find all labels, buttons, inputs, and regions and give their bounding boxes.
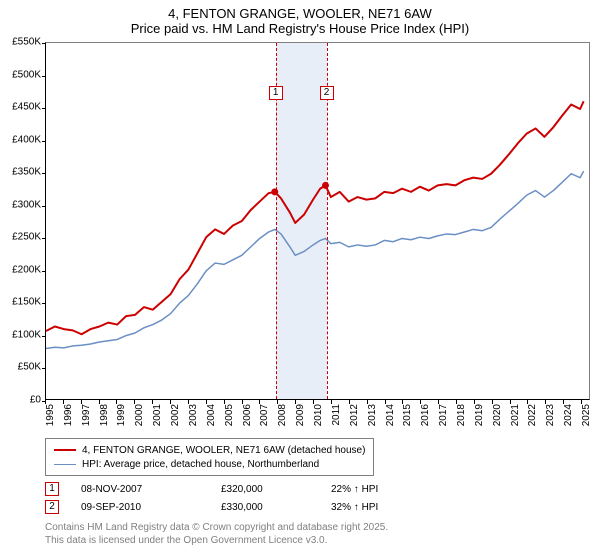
- x-tick-label: 1997: [81, 404, 92, 426]
- legend-label: HPI: Average price, detached house, Nort…: [82, 459, 319, 470]
- x-tick-label: 2013: [367, 404, 378, 426]
- y-tick-label: £0: [30, 395, 41, 406]
- x-tick-label: 2008: [277, 404, 288, 426]
- legend-item: HPI: Average price, detached house, Nort…: [54, 457, 365, 471]
- y-tick-label: £250K: [12, 232, 41, 243]
- footer-line2: This data is licensed under the Open Gov…: [45, 535, 388, 548]
- x-tick-label: 2024: [563, 404, 574, 426]
- sales-price: £330,000: [221, 502, 331, 513]
- x-tick-label: 2003: [188, 404, 199, 426]
- sales-table: 1 08-NOV-2007£320,00022% ↑ HPI 2 09-SEP-201…: [45, 480, 451, 516]
- x-tick-label: 2015: [402, 404, 413, 426]
- x-axis: 1995 1996 1997 1998 1999 2000 2001 2002 2003 2004…: [45, 400, 590, 440]
- chart-series-svg: [46, 43, 589, 399]
- x-tick-label: 2023: [545, 404, 556, 426]
- sale-point-marker: [322, 182, 329, 189]
- chart-title: 4, FENTON GRANGE, WOOLER, NE71 6AW Price…: [0, 0, 600, 36]
- x-tick-label: 2006: [242, 404, 253, 426]
- x-tick-label: 2019: [474, 404, 485, 426]
- y-tick-label: £50K: [18, 362, 41, 373]
- sales-price: £320,000: [221, 484, 331, 495]
- legend-label: 4, FENTON GRANGE, WOOLER, NE71 6AW (deta…: [82, 445, 365, 456]
- x-tick-label: 1998: [99, 404, 110, 426]
- x-tick-label: 2018: [456, 404, 467, 426]
- y-tick-label: £400K: [12, 134, 41, 145]
- y-tick-label: £100K: [12, 329, 41, 340]
- footer-attribution: Contains HM Land Registry data © Crown c…: [45, 522, 388, 547]
- sales-date: 08-NOV-2007: [81, 484, 221, 495]
- sales-delta: 32% ↑ HPI: [331, 502, 451, 513]
- x-tick-label: 2021: [510, 404, 521, 426]
- footer-line1: Contains HM Land Registry data © Crown c…: [45, 522, 388, 535]
- y-tick-label: £300K: [12, 199, 41, 210]
- x-tick-label: 2007: [259, 404, 270, 426]
- y-tick-label: £150K: [12, 297, 41, 308]
- x-tick-label: 2020: [492, 404, 503, 426]
- x-tick-label: 2005: [224, 404, 235, 426]
- x-tick-label: 2017: [438, 404, 449, 426]
- legend-swatch: [54, 449, 76, 451]
- x-tick-label: 2002: [170, 404, 181, 426]
- x-tick-label: 2004: [206, 404, 217, 426]
- series-line: [46, 101, 584, 334]
- y-tick-label: £450K: [12, 102, 41, 113]
- x-tick-label: 2000: [134, 404, 145, 426]
- x-tick-label: 2011: [331, 404, 342, 426]
- legend-item: 4, FENTON GRANGE, WOOLER, NE71 6AW (deta…: [54, 443, 365, 457]
- x-tick-label: 2022: [527, 404, 538, 426]
- x-tick-label: 2010: [313, 404, 324, 426]
- sales-row-marker: 1: [45, 482, 59, 496]
- event-marker: 2: [320, 86, 334, 100]
- sales-row: 2 09-SEP-2010£330,00032% ↑ HPI: [45, 498, 451, 516]
- x-tick-label: 2014: [385, 404, 396, 426]
- legend: 4, FENTON GRANGE, WOOLER, NE71 6AW (deta…: [45, 438, 374, 476]
- sales-date: 09-SEP-2010: [81, 502, 221, 513]
- legend-swatch: [54, 464, 76, 465]
- title-subtitle: Price paid vs. HM Land Registry's House …: [0, 21, 600, 36]
- sales-row: 1 08-NOV-2007£320,00022% ↑ HPI: [45, 480, 451, 498]
- event-marker: 1: [269, 86, 283, 100]
- chart-plot-area: 12: [45, 42, 590, 400]
- title-address: 4, FENTON GRANGE, WOOLER, NE71 6AW: [0, 6, 600, 21]
- x-tick-label: 2025: [581, 404, 592, 426]
- x-tick-label: 1995: [45, 404, 56, 426]
- x-tick-label: 2016: [420, 404, 431, 426]
- x-tick-label: 2009: [295, 404, 306, 426]
- x-tick-label: 1996: [63, 404, 74, 426]
- sales-row-marker: 2: [45, 500, 59, 514]
- sales-delta: 22% ↑ HPI: [331, 484, 451, 495]
- y-tick-label: £550K: [12, 37, 41, 48]
- y-tick-label: £350K: [12, 167, 41, 178]
- x-tick-label: 1999: [116, 404, 127, 426]
- x-tick-label: 2012: [349, 404, 360, 426]
- y-axis: £0£50K£100K£150K£200K£250K£300K£350K£400…: [0, 42, 45, 400]
- y-tick-label: £200K: [12, 264, 41, 275]
- y-tick-label: £500K: [12, 69, 41, 80]
- x-tick-label: 2001: [152, 404, 163, 426]
